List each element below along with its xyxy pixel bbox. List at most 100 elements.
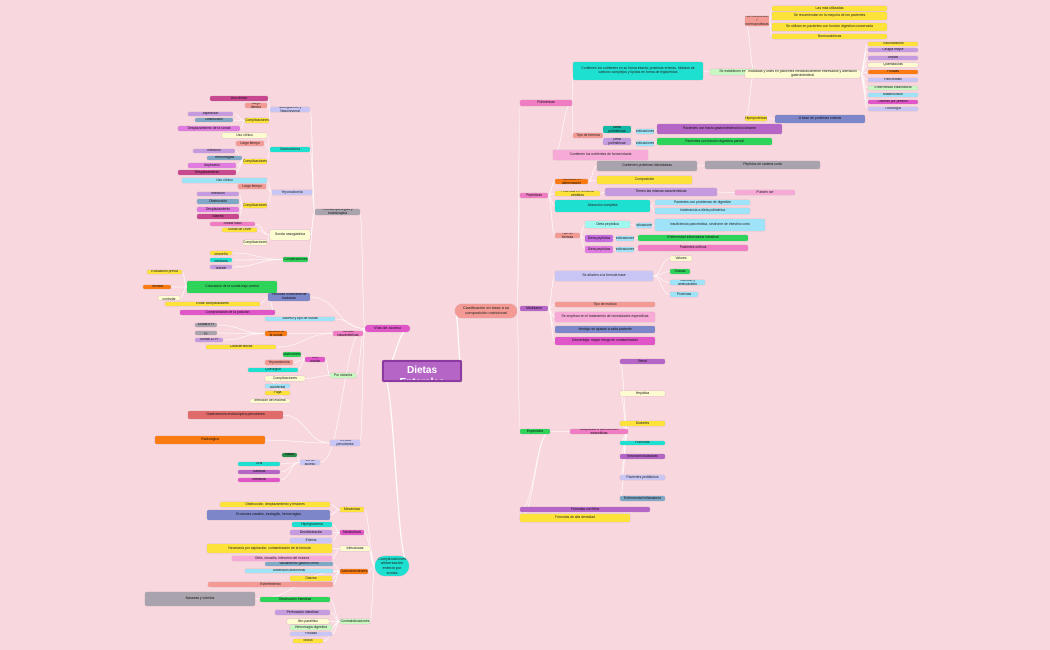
mind-map-node-b2a[interactable]: Hiperglucemia: [292, 522, 332, 527]
mind-map-node-r2t3[interactable]: Dieta peptídica: [585, 246, 613, 253]
mind-map-node-b3b[interactable]: Otitis, sinusitis, infección del estoma: [232, 556, 332, 561]
mind-map-node-l8[interactable]: Sondas nasoentéricas: [333, 331, 363, 336]
mind-map-node-r1n3[interactable]: Se utilizan en pacientes con función dig…: [772, 23, 887, 31]
mind-map-node-r1i[interactable]: Indicadas y útiles en pacientes metabóli…: [745, 70, 860, 78]
mind-map-node-l2[interactable]: Gastrostomía: [270, 147, 310, 152]
mind-map-node-l10[interactable]: Técnica percutánea: [330, 440, 360, 446]
mind-map-node-r3a2[interactable]: Grasas: [670, 269, 690, 274]
mind-map-node-r4a[interactable]: Adaptadas a alteraciones específicas: [570, 429, 628, 434]
mind-map-node-l3c[interactable]: Complicaciones: [243, 203, 267, 208]
mind-map-node-r4a2[interactable]: Hepática: [620, 391, 665, 396]
mind-map-node-co[interactable]: Complicaciones alimentación enteral por …: [375, 556, 409, 576]
mind-map-node-r1n2[interactable]: Se recomiendan en la mayoría de los paci…: [772, 12, 887, 20]
mind-map-node-l9a2[interactable]: Yeyunostomía: [265, 360, 293, 365]
mind-map-node-r1h[interactable]: Hiperproteicas: [745, 116, 767, 121]
mind-map-node-r1t1d[interactable]: Pacientes con tracto gastrointestinal fu…: [657, 124, 782, 134]
mind-map-node-l2c[interactable]: Complicaciones: [243, 159, 267, 164]
mind-map-node-l9a[interactable]: Con sonda: [305, 357, 325, 362]
mind-map-node-l11[interactable]: Vía de acceso: [300, 460, 320, 465]
mind-map-node-r4a4[interactable]: Pulmonar: [620, 441, 665, 445]
mind-map-node-r3c[interactable]: Se emplean en el tratamiento de necesida…: [555, 312, 655, 322]
mind-map-node-l2b[interactable]: Largo tiempo: [236, 141, 264, 146]
mind-map-node-r1[interactable]: Poliméricas: [520, 100, 572, 106]
mind-map-node-r2[interactable]: Peptídicas: [520, 193, 548, 198]
mind-map-node-r1t1i[interactable]: Indicaciones: [636, 129, 654, 134]
mind-map-node-l4[interactable]: Sonda nasogástrica: [270, 230, 310, 240]
mind-map-node-r3e[interactable]: Desventaja: mayor riesgo de contaminació…: [555, 337, 655, 345]
mind-map-node-b5f[interactable]: Shock: [293, 639, 323, 643]
mind-map-node-l1b[interactable]: Largo tiempo: [245, 103, 267, 108]
mind-map-node-r4[interactable]: Especiales: [520, 429, 550, 434]
mind-map-node-r4a7[interactable]: Enfermedad inflamatoria: [620, 496, 665, 501]
mind-map-node-l1c3[interactable]: Desplazamiento de la sonda: [178, 126, 240, 131]
mind-map-node-b1a[interactable]: Obstrucción, desplazamiento y lesiones: [220, 502, 330, 507]
mind-map-node-r2t3d[interactable]: Pacientes críticos: [638, 245, 748, 251]
mind-map-node-b1[interactable]: Mecánicas: [340, 507, 364, 512]
mind-map-node-l5b[interactable]: Sonda mediana: [210, 258, 232, 262]
mind-map-node-l9b2[interactable]: Fuga: [265, 391, 290, 395]
mind-map-node-l1a[interactable]: Uso clínico: [210, 96, 268, 101]
mind-map-node-l8a[interactable]: Tamaño de la sonda: [265, 331, 287, 336]
mind-map-node-l5a[interactable]: Sonda pequeña: [210, 251, 232, 255]
mind-map-node-l6a3[interactable]: Para controlar: [158, 296, 180, 300]
mind-map-node-l9b1[interactable]: Salida accidental: [265, 384, 290, 388]
mind-map-node-l8a3[interactable]: Sonda 12 Fr: [195, 338, 223, 342]
mind-map-node-b5a[interactable]: Obstrucción intestinal: [260, 597, 330, 602]
mind-map-node-l2c3[interactable]: Aspiración: [188, 163, 236, 168]
mind-map-node-r4a6[interactable]: Pacientes pediátricos: [620, 475, 665, 480]
mind-map-node-l3c1[interactable]: Infección: [197, 192, 239, 196]
mind-map-node-l9a3[interactable]: Quirúrgica: [248, 368, 298, 372]
mind-map-node-r4c[interactable]: Fórmulas de alta densidad: [520, 514, 630, 522]
mind-map-node-r2a1[interactable]: Composición: [597, 176, 692, 184]
mind-map-node-b2b[interactable]: Deshidratación: [290, 530, 332, 535]
mind-map-node-l3c2[interactable]: Obstrucción: [197, 199, 239, 204]
mind-map-node-r2a2[interactable]: Contienen proteínas hidrolizadas: [597, 161, 697, 171]
mind-map-node-l2c2[interactable]: Hemorragias: [207, 156, 242, 160]
mind-map-node-r2c2[interactable]: Intolerancia a dieta polimérica: [655, 208, 750, 214]
mind-map-node-l3c3[interactable]: Desplazamiento: [197, 207, 239, 212]
mind-map-node-b3a[interactable]: Neumonía por aspiración, contaminación d…: [207, 544, 332, 553]
mind-map-node-l6a2[interactable]: Técnica: [143, 285, 171, 289]
mind-map-node-r1i8[interactable]: Malabsorción: [868, 93, 918, 97]
mind-map-node-b5c[interactable]: Íleo paralítico: [287, 619, 329, 624]
mind-map-node-r4a1[interactable]: Renal: [620, 359, 665, 364]
mind-map-node-r1t2d[interactable]: Pacientes con función digestiva parcial: [657, 138, 772, 145]
mind-map-node-b4d[interactable]: Estreñimiento: [208, 582, 333, 587]
mind-map-node-l3c4[interactable]: Diarrea: [197, 214, 239, 219]
mind-map-node-l9a1[interactable]: Gastrostomía: [283, 352, 301, 357]
mind-map-node-r1i6[interactable]: Pancreatitis: [868, 78, 918, 82]
mind-map-node-l0[interactable]: Técnica quirúrgica y endoscópica: [315, 209, 360, 215]
mind-map-node-r2b2[interactable]: Pueden ser: [735, 190, 795, 195]
mind-map-node-l4b[interactable]: Complicaciones: [243, 240, 267, 245]
mind-map-node-l3b[interactable]: Largo tiempo: [238, 184, 266, 189]
mind-map-node-b5b[interactable]: Perforación intestinal: [275, 610, 330, 615]
mind-map-node-r1i2[interactable]: Cirugía mayor: [868, 48, 918, 52]
mind-map-node-l10b[interactable]: Radiológica: [155, 436, 265, 444]
mind-map-node-r2t[interactable]: Tipo de fórmula: [555, 233, 580, 238]
mind-map-node-r3a[interactable]: Se añaden a la fórmula base: [555, 271, 653, 281]
mind-map-node-l3[interactable]: Yeyunostomía: [272, 190, 312, 195]
mind-map-node-r1i7[interactable]: Enfermedad inflamatoria: [868, 86, 918, 90]
mind-map-node-l3a[interactable]: Uso clínico: [182, 178, 267, 183]
mind-map-node-b1b[interactable]: Erosiones nasales, esofagitis, hemorragi…: [207, 510, 330, 520]
mind-map-node-b5e[interactable]: Fístulas: [290, 632, 332, 636]
mind-map-node-r3a4[interactable]: Proteínas: [670, 292, 698, 297]
mind-map-node-r4a3[interactable]: Diabetes: [620, 421, 665, 426]
mind-map-node-b5[interactable]: Contraindicaciones: [340, 619, 370, 624]
mind-map-node-r1i4[interactable]: Quemaduras: [868, 63, 918, 67]
mind-map-node-b2c[interactable]: Edema: [290, 538, 332, 543]
central-topic[interactable]: Clasificación Dietas Enterales: [382, 360, 462, 382]
mind-map-node-b4a[interactable]: Vaciamiento gástrico lento: [265, 562, 333, 566]
mind-map-node-r1c[interactable]: Contienen los nutrientes de forma intact…: [553, 150, 648, 160]
mind-map-node-r2t2i[interactable]: Indicaciones: [616, 236, 634, 241]
mind-map-node-r2c1[interactable]: Pacientes con problemas de digestión: [655, 200, 750, 205]
mind-map-node-l1[interactable]: Nasogástrica y Nasoyeyunal: [270, 107, 310, 112]
mind-map-node-l1c1[interactable]: Aspiración: [188, 112, 233, 116]
mind-map-node-cn[interactable]: Clasificación en base a su composición n…: [455, 304, 517, 318]
mind-map-node-r1t2i[interactable]: Indicaciones: [636, 141, 654, 146]
mind-map-node-l6a1[interactable]: Evaluación previa: [147, 270, 182, 274]
mind-map-node-l2c1[interactable]: Infección: [193, 149, 235, 153]
mind-map-node-b4b[interactable]: Distensión abdominal: [245, 569, 333, 573]
mind-map-node-l9b3[interactable]: Infección del estoma: [250, 399, 290, 403]
mind-map-node-b4c[interactable]: Diarrea: [290, 576, 332, 581]
